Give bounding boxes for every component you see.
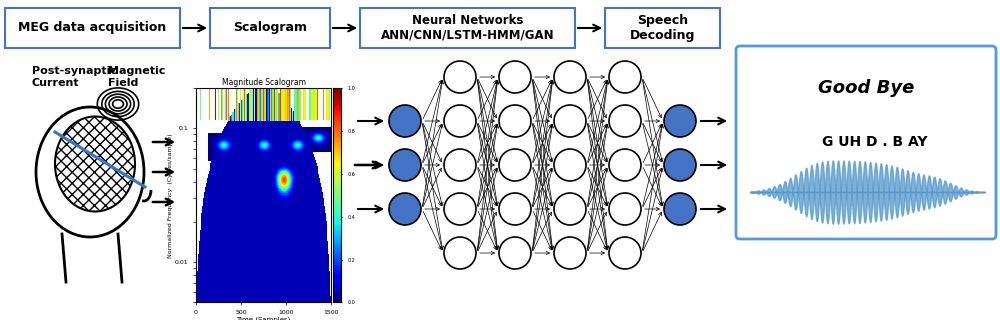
Text: G UH D . B AY: G UH D . B AY	[822, 135, 928, 149]
Text: Neural Networks
ANN/CNN/LSTM-HMM/GAN: Neural Networks ANN/CNN/LSTM-HMM/GAN	[381, 14, 554, 42]
Title: Magnitude Scalogram: Magnitude Scalogram	[222, 78, 306, 87]
Circle shape	[554, 193, 586, 225]
Text: Post-synaptic
Current: Post-synaptic Current	[32, 66, 117, 88]
FancyBboxPatch shape	[210, 8, 330, 48]
Text: MEG data acquisition: MEG data acquisition	[18, 21, 167, 35]
Text: Speech
Decoding: Speech Decoding	[630, 14, 695, 42]
Circle shape	[609, 193, 641, 225]
Circle shape	[664, 105, 696, 137]
Circle shape	[444, 105, 476, 137]
Circle shape	[664, 193, 696, 225]
Circle shape	[444, 193, 476, 225]
Ellipse shape	[36, 107, 144, 237]
Circle shape	[499, 237, 531, 269]
Circle shape	[444, 61, 476, 93]
FancyBboxPatch shape	[5, 8, 180, 48]
FancyBboxPatch shape	[736, 46, 996, 239]
Circle shape	[609, 149, 641, 181]
Circle shape	[389, 105, 421, 137]
Circle shape	[389, 149, 421, 181]
X-axis label: Time (Samples): Time (Samples)	[236, 316, 291, 320]
Circle shape	[499, 105, 531, 137]
Circle shape	[554, 149, 586, 181]
Circle shape	[609, 61, 641, 93]
FancyBboxPatch shape	[360, 8, 575, 48]
Circle shape	[664, 149, 696, 181]
Text: Good Bye: Good Bye	[818, 79, 914, 97]
Circle shape	[609, 105, 641, 137]
Circle shape	[444, 237, 476, 269]
Y-axis label: Normalized Frequency  (Cycles/sample): Normalized Frequency (Cycles/sample)	[168, 133, 173, 258]
FancyBboxPatch shape	[605, 8, 720, 48]
Text: Scalogram: Scalogram	[233, 21, 307, 35]
Circle shape	[499, 61, 531, 93]
Circle shape	[444, 149, 476, 181]
Text: Magnetic
Field: Magnetic Field	[108, 66, 165, 88]
Circle shape	[609, 237, 641, 269]
Circle shape	[554, 237, 586, 269]
Circle shape	[499, 149, 531, 181]
Circle shape	[499, 193, 531, 225]
Circle shape	[554, 105, 586, 137]
Circle shape	[554, 61, 586, 93]
Circle shape	[389, 193, 421, 225]
